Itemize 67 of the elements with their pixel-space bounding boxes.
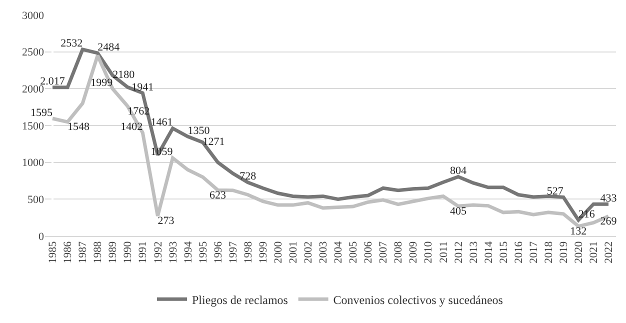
x-tick-label: 1998 xyxy=(242,240,254,264)
data-label: 269 xyxy=(600,215,618,228)
x-tick-label: 2004 xyxy=(332,240,345,264)
x-tick-label: 1988 xyxy=(92,240,104,264)
x-tick-label: 2009 xyxy=(408,240,420,264)
data-label: 1461 xyxy=(150,116,173,129)
x-tick-label: 2015 xyxy=(498,240,510,264)
data-label: 1548 xyxy=(68,121,90,134)
x-tick-label: 1986 xyxy=(62,240,74,264)
y-tick-label: 0 xyxy=(38,230,44,243)
x-tick-label: 2001 xyxy=(288,241,300,264)
x-tick-label: 1999 xyxy=(257,240,270,264)
x-tick-label: 2012 xyxy=(452,241,465,264)
y-tick-label: 1500 xyxy=(22,120,44,132)
x-tick-label: 2008 xyxy=(392,240,405,264)
x-tick-label: 1994 xyxy=(182,240,194,264)
x-tick-label: 2003 xyxy=(318,240,330,264)
data-label: 2180 xyxy=(112,69,136,82)
x-tick-label: 1997 xyxy=(227,240,240,264)
x-tick-label: 2017 xyxy=(528,240,540,264)
x-tick-label: 2011 xyxy=(438,241,450,263)
legend-label: Convenios colectivos y sucedáneos xyxy=(333,292,504,307)
x-tick-label: 1996 xyxy=(212,240,224,264)
x-tick-label: 2013 xyxy=(468,240,480,264)
x-tick-label: 2020 xyxy=(573,240,586,264)
data-label: 1402 xyxy=(120,120,143,133)
data-label: 1595 xyxy=(30,106,54,119)
y-tick-label: 1000 xyxy=(22,157,44,170)
data-label: 1999 xyxy=(90,76,114,89)
data-label: 623 xyxy=(210,189,227,202)
data-label: 804 xyxy=(450,165,467,178)
data-label: 1941 xyxy=(132,81,154,94)
x-tick-label: 1990 xyxy=(122,240,134,264)
x-tick-label: 2018 xyxy=(542,240,555,264)
x-tick-label: 2006 xyxy=(362,240,375,264)
y-tick-label: 500 xyxy=(28,194,44,206)
data-label: 405 xyxy=(450,205,467,218)
x-tick-label: 1985 xyxy=(47,240,60,264)
x-tick-label: 2007 xyxy=(378,240,390,264)
data-label: 527 xyxy=(546,185,564,198)
y-tick-label: 2500 xyxy=(22,46,44,59)
x-tick-label: 2005 xyxy=(348,240,360,264)
y-tick-label: 2000 xyxy=(22,84,44,96)
data-label: 2484 xyxy=(98,41,120,54)
x-tick-label: 1989 xyxy=(107,240,120,264)
data-label: 728 xyxy=(240,170,257,183)
data-label: 273 xyxy=(158,215,175,228)
x-tick-label: 2016 xyxy=(512,240,525,264)
data-label: 1271 xyxy=(202,136,225,148)
x-tick-label: 2021 xyxy=(588,241,600,264)
data-label: 132 xyxy=(570,226,587,238)
x-tick-label: 1993 xyxy=(167,240,180,264)
x-tick-label: 2010 xyxy=(422,240,435,264)
x-tick-label: 2002 xyxy=(302,241,315,264)
data-label: 1350 xyxy=(188,124,210,137)
x-tick-label: 2019 xyxy=(558,240,570,264)
x-tick-label: 1991 xyxy=(137,241,150,264)
x-tick-label: 1987 xyxy=(77,240,90,264)
x-tick-label: 2000 xyxy=(272,240,284,264)
x-tick-label: 1995 xyxy=(197,240,210,264)
x-tick-label: 2014 xyxy=(482,240,495,264)
data-label: 433 xyxy=(600,192,618,204)
legend-label: Pliegos de reclamos xyxy=(192,292,288,307)
x-tick-label: 2022 xyxy=(603,241,616,264)
x-tick-label: 1992 xyxy=(152,241,164,264)
data-label: 2532 xyxy=(60,38,83,50)
y-tick-label: 3000 xyxy=(22,10,44,22)
